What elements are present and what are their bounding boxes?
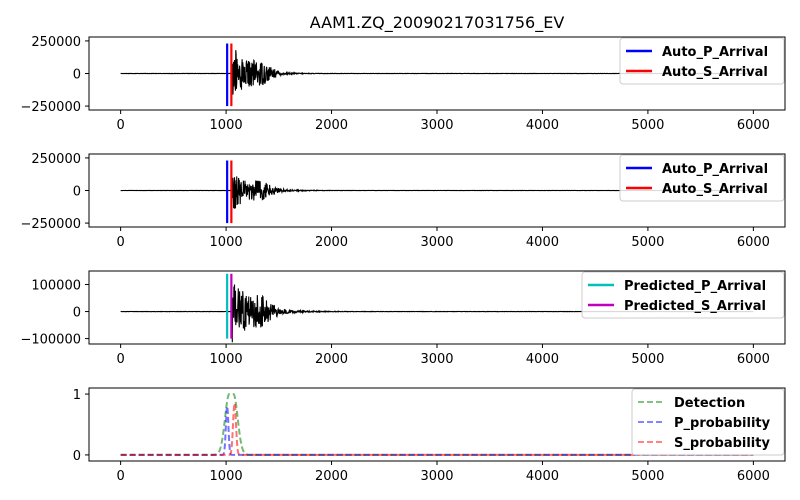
x-tick-label: 0	[116, 118, 124, 133]
legend: Auto_P_Arrival Auto_S_Arrival	[619, 37, 785, 85]
y-tick-label: 0	[73, 449, 81, 464]
legend-box	[581, 271, 785, 319]
x-tick-label: 1000	[210, 235, 243, 250]
x-tick-label: 1000	[210, 469, 243, 484]
y-tick-label: −250000	[20, 217, 81, 232]
y-tick-label: −100000	[20, 333, 81, 348]
x-tick-label: 4000	[526, 235, 559, 250]
x-tick-label: 0	[116, 352, 124, 367]
subplot-2: 0 1000 2000 3000 4000 5000 6000 −250000 0 250000 A…	[20, 152, 786, 250]
legend-box	[619, 37, 785, 85]
x-tick-label: 5000	[631, 352, 664, 367]
y-tick-label: 0	[73, 306, 81, 321]
x-tick-label: 5000	[631, 469, 664, 484]
x-tick-label: 6000	[737, 469, 770, 484]
x-tick-label: 4000	[526, 469, 559, 484]
x-tick-label: 6000	[737, 352, 770, 367]
x-tick-label: 1000	[210, 118, 243, 133]
legend-label: Auto_S_Arrival	[662, 65, 768, 80]
legend-label: Predicted_S_Arrival	[624, 299, 766, 314]
legend-box	[619, 154, 785, 202]
x-tick-label: 4000	[526, 352, 559, 367]
x-tick-label: 3000	[420, 469, 453, 484]
legend-box	[631, 388, 785, 456]
x-tick-label: 6000	[737, 235, 770, 250]
legend: Auto_P_Arrival Auto_S_Arrival	[619, 154, 785, 202]
x-tick-label: 5000	[631, 235, 664, 250]
legend-label: P_probability	[674, 416, 771, 431]
x-tick-label: 3000	[420, 235, 453, 250]
x-tick-label: 5000	[631, 118, 664, 133]
legend-label: Auto_P_Arrival	[662, 45, 768, 60]
subplot-1: 0 1000 2000 3000 4000 5000 6000 −250000 0 250000 A…	[20, 35, 786, 133]
figure-title: AAM1.ZQ_20090217031756_EV	[310, 13, 565, 33]
legend-label: Auto_S_Arrival	[662, 182, 768, 197]
y-tick-label: 1	[73, 388, 81, 403]
y-tick-label: 100000	[31, 279, 81, 294]
legend-label: S_probability	[674, 436, 770, 451]
subplot-3: 0 1000 2000 3000 4000 5000 6000 −100000 0 100000 P…	[20, 270, 786, 367]
x-tick-label: 6000	[737, 118, 770, 133]
y-tick-label: 0	[73, 68, 81, 83]
x-tick-label: 4000	[526, 118, 559, 133]
x-tick-label: 2000	[315, 469, 348, 484]
x-tick-label: 0	[116, 469, 124, 484]
y-tick-label: 250000	[31, 35, 81, 50]
legend-label: Auto_P_Arrival	[662, 162, 768, 177]
y-tick-label: 0	[73, 185, 81, 200]
x-tick-label: 3000	[420, 352, 453, 367]
y-tick-label: 250000	[31, 152, 81, 167]
x-tick-label: 1000	[210, 352, 243, 367]
y-tick-label: −250000	[20, 100, 81, 115]
x-tick-label: 2000	[315, 235, 348, 250]
x-tick-label: 3000	[420, 118, 453, 133]
legend: Predicted_P_Arrival Predicted_S_Arrival	[581, 271, 785, 319]
x-tick-label: 0	[116, 235, 124, 250]
x-tick-label: 2000	[315, 118, 348, 133]
subplot-4: 0 1000 2000 3000 4000 5000 6000 0 1 Detection P_pr…	[73, 387, 786, 484]
legend-label: Detection	[674, 396, 745, 411]
legend: Detection P_probability S_probability	[631, 388, 785, 456]
x-tick-label: 2000	[315, 352, 348, 367]
legend-label: Predicted_P_Arrival	[624, 279, 766, 294]
